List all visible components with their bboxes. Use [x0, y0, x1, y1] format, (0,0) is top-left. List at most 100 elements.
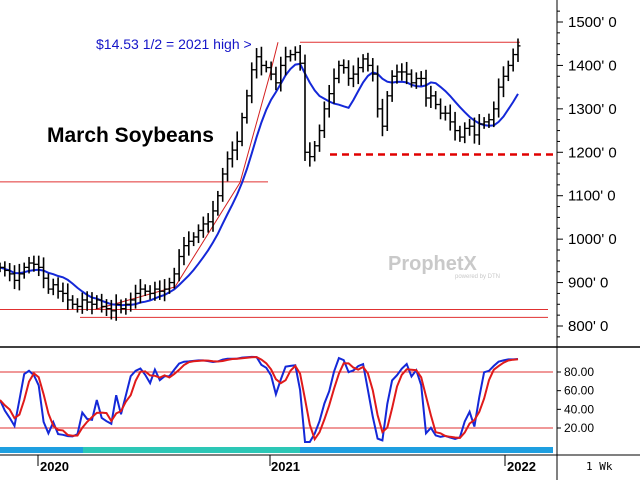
price-axis-label: 800' 0 [568, 318, 608, 335]
price-bar [41, 257, 47, 289]
price-bar [45, 273, 51, 294]
price-bar [375, 65, 381, 118]
price-bar [225, 151, 231, 182]
price-bar [278, 56, 284, 92]
axes: 1500' 0 1400' 0 1300' 0 1200' 0 1100' 0 1000'… [37, 10, 617, 466]
stochastic-axis-label: 20.00 [564, 421, 594, 435]
price-bar [428, 85, 434, 108]
price-bar [355, 57, 361, 85]
price-bar [21, 262, 27, 279]
price-bar [31, 255, 37, 272]
price-bar [268, 61, 274, 81]
price-bar [128, 292, 134, 312]
signal-band [83, 447, 300, 453]
signal-band [300, 447, 553, 453]
price-bar [186, 231, 192, 256]
price-bar [229, 141, 235, 168]
price-bar [365, 52, 371, 72]
price-bar [336, 60, 342, 84]
signal-band [0, 447, 83, 453]
price-bar [55, 277, 61, 299]
price-panel [0, 38, 553, 321]
stochastic-axis-label: 80.00 [564, 365, 594, 379]
price-bar [515, 38, 521, 62]
price-bar [152, 281, 158, 301]
price-bar [346, 60, 352, 86]
price-bar [273, 66, 279, 91]
price-bar [104, 299, 110, 317]
price-bar [263, 60, 269, 73]
price-bar [496, 78, 502, 118]
price-bar [399, 63, 405, 81]
price-bar [413, 72, 419, 89]
price-bar [331, 68, 337, 104]
stochastic-axis-label: 40.00 [564, 402, 594, 416]
price-bar [171, 267, 177, 289]
price-axis-label: 1300' 0 [568, 101, 617, 118]
price-bar [157, 280, 163, 300]
price-axis-label: 1100' 0 [568, 188, 616, 205]
price-bar [210, 200, 216, 232]
price-bar [408, 69, 414, 88]
moving-average-line [0, 62, 519, 307]
price-bar [505, 60, 511, 82]
price-axis-label: 1500' 0 [568, 14, 617, 31]
period-label: 1 Wk [586, 460, 613, 473]
price-bar [457, 125, 463, 142]
price-bar [84, 291, 90, 311]
price-bar [65, 283, 71, 310]
price-bar [60, 282, 66, 303]
price-bar [360, 54, 366, 73]
price-bar [108, 299, 114, 320]
price-bar [258, 46, 264, 76]
price-axis-label: 1000' 0 [568, 231, 617, 248]
watermark-brand: ProphetX [388, 253, 478, 275]
price-bar [2, 261, 8, 277]
price-bar [74, 298, 80, 313]
price-bar [442, 105, 448, 121]
price-bar [254, 48, 260, 79]
price-bar [481, 117, 487, 129]
price-bar [384, 91, 390, 132]
price-bar [500, 66, 506, 98]
price-bar [438, 98, 444, 120]
price-bar [113, 294, 119, 321]
price-bar [341, 59, 347, 74]
price-bar [220, 167, 226, 202]
x-tick-2020: 2020 [40, 459, 69, 474]
price-bar [191, 232, 197, 247]
price-bar [297, 45, 303, 71]
price-bar [36, 255, 42, 277]
price-bar [389, 70, 395, 102]
x-tick-2022: 2022 [507, 459, 536, 474]
price-bar [317, 124, 323, 152]
price-bar [123, 298, 129, 315]
stochastic-k-line [0, 355, 519, 443]
price-bar [491, 101, 497, 128]
price-bar [205, 213, 211, 233]
price-axis-label: 1200' 0 [568, 144, 617, 161]
price-bar [94, 295, 100, 310]
price-bar [471, 117, 477, 144]
price-bar [467, 118, 473, 136]
price-bar [0, 262, 3, 273]
price-bar [147, 285, 153, 300]
price-bar [137, 279, 143, 304]
price-bar [404, 61, 410, 85]
price-bar [70, 295, 76, 310]
price-bar [486, 113, 492, 128]
x-tick-2021: 2021 [271, 459, 300, 474]
price-bar [287, 49, 293, 62]
stochastic-d-line [0, 356, 519, 442]
price-bar [418, 71, 424, 86]
price-bar [50, 278, 56, 296]
trend-line [94, 42, 279, 310]
price-bar [326, 84, 332, 118]
price-bar [244, 89, 250, 124]
price-bar [181, 236, 187, 266]
price-bar [89, 292, 95, 315]
price-bar [292, 46, 298, 61]
price-bar [162, 279, 168, 302]
